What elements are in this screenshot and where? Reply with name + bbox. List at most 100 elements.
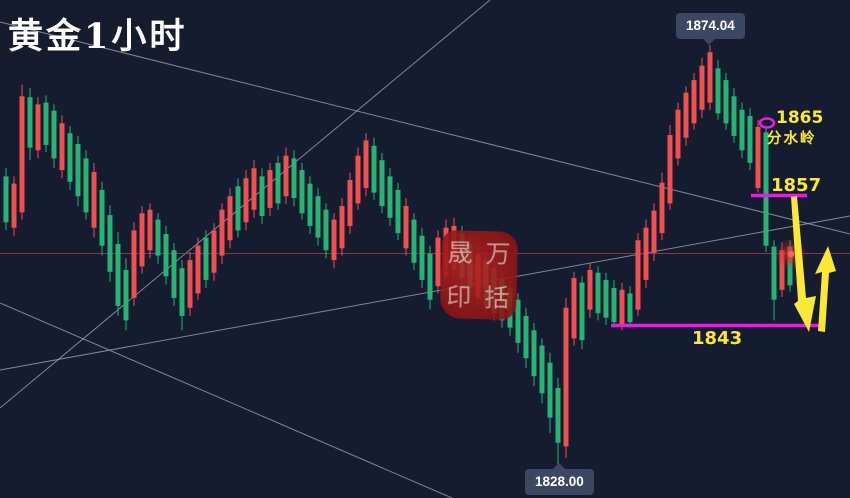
candle-body [715, 68, 721, 114]
candle-body [723, 80, 729, 124]
candle-body [123, 270, 129, 321]
candle-body [355, 155, 361, 204]
resistance-level-label: 1857 [771, 175, 822, 196]
candle-body [555, 387, 561, 443]
candle-body [27, 97, 33, 148]
page-title: 黄金1小时 [8, 16, 188, 57]
red-seal-watermark: 晟 万 印 括 [439, 230, 519, 320]
swing-low-tooltip: 1828.00 [525, 463, 594, 495]
candle-body [163, 234, 169, 277]
candle-body [299, 170, 305, 214]
candle-body [195, 245, 201, 294]
swing-high-tooltip: 1874.04 [676, 13, 745, 45]
seal-char: 印 [446, 281, 473, 312]
trend-line [0, 21, 850, 235]
candle-body [403, 206, 409, 249]
candle-body [587, 270, 593, 310]
red-glow-core [787, 250, 795, 258]
candle-body [731, 96, 737, 136]
candle-body [291, 158, 297, 198]
candle-body [371, 145, 377, 193]
candle-body [531, 330, 537, 377]
candle-body [83, 158, 89, 213]
candle-body [571, 278, 577, 339]
candle-body [99, 189, 105, 246]
candle-body [763, 132, 769, 246]
swing-low-value: 1828.00 [535, 474, 584, 489]
candle-body [251, 168, 257, 210]
candle-body [747, 116, 753, 163]
candle-body [67, 133, 73, 182]
seal-char: 括 [484, 282, 511, 313]
candle-body [235, 186, 241, 231]
candle-body [379, 160, 385, 207]
candle-body [171, 250, 177, 298]
seal-char: 晟 [447, 237, 474, 268]
candle-body [435, 237, 441, 287]
candle-body [323, 209, 329, 251]
candle-body [651, 210, 657, 253]
candle-body [19, 96, 25, 213]
swing-high-value: 1874.04 [686, 18, 735, 33]
candle-body [315, 196, 321, 238]
candle-body [547, 362, 553, 418]
candle-body [699, 65, 705, 110]
seal-char: 万 [485, 238, 512, 269]
candle-body [139, 213, 145, 267]
candle-body [419, 235, 425, 280]
candle-body [707, 52, 713, 103]
candle-body [523, 315, 529, 359]
candle-body [283, 155, 289, 197]
candle-body [739, 109, 745, 151]
candle-body [179, 268, 185, 316]
candle-body [563, 307, 569, 447]
candle-body [515, 299, 521, 343]
candle-body [243, 178, 249, 223]
candle-body [339, 206, 345, 249]
watershed-text-label: 分水岭 [767, 131, 817, 147]
candle-body [539, 345, 545, 394]
candle-body [755, 126, 761, 189]
candle-body [203, 237, 209, 280]
candle-body [667, 135, 673, 204]
candle-body [603, 279, 609, 318]
candle-body [347, 180, 353, 226]
candle-body [659, 182, 665, 234]
up-arrow-icon [815, 246, 836, 332]
watershed-ellipse-marker [758, 117, 776, 129]
candle-body [43, 102, 49, 145]
candle-body [115, 243, 121, 306]
candle-body [267, 170, 273, 208]
candle-body [331, 219, 337, 261]
candle-body [275, 162, 281, 204]
candle-body [363, 140, 369, 189]
candle-body [771, 246, 777, 300]
candle-body [595, 272, 601, 314]
candle-body [627, 293, 633, 323]
candle-body [395, 189, 401, 234]
candle-body [387, 176, 393, 218]
candle-body [691, 80, 697, 124]
candle-body [779, 250, 785, 290]
candle-body [643, 227, 649, 280]
trend-line [0, 302, 453, 498]
candle-body [59, 123, 65, 171]
candle-body [307, 183, 313, 226]
candle-body [91, 171, 97, 228]
down-arrow-icon [791, 196, 816, 332]
candle-body [259, 176, 265, 216]
candle-body [147, 209, 153, 251]
candle-body [683, 92, 689, 138]
candle-body [675, 109, 681, 159]
candle-body [579, 282, 585, 341]
candle-body [131, 230, 137, 298]
candle-body [35, 104, 41, 151]
support-level-label: 1843 [692, 328, 743, 349]
tooltip-pointer-down-icon [702, 38, 716, 45]
candle-body [611, 288, 617, 323]
tooltip-pointer-up-icon [552, 463, 566, 470]
candle-body [427, 253, 433, 300]
candle-body [11, 183, 17, 228]
